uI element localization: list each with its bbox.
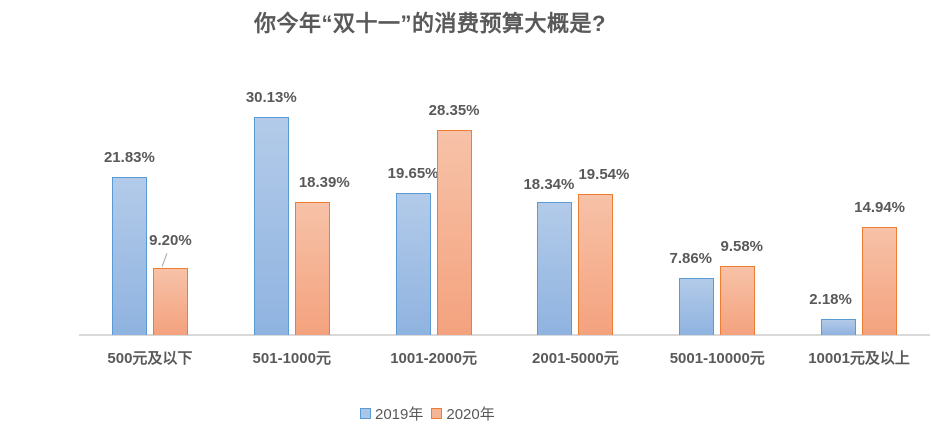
data-label: 21.83% bbox=[103, 148, 155, 166]
data-label: 28.35% bbox=[428, 101, 480, 119]
data-label: 14.94% bbox=[854, 198, 906, 216]
legend-label-2019: 2019年 bbox=[375, 406, 424, 423]
data-label: 19.54% bbox=[578, 165, 630, 183]
x-axis-line bbox=[79, 334, 930, 336]
label-leader-line bbox=[162, 253, 168, 268]
bar-2020-5[interactable] bbox=[862, 226, 898, 335]
bar-2019-0[interactable] bbox=[111, 176, 147, 335]
data-label: 30.13% bbox=[245, 88, 297, 106]
bar-2020-3[interactable] bbox=[578, 193, 614, 335]
bar-2020-4[interactable] bbox=[720, 265, 756, 335]
legend-item-2020[interactable]: 2020年 bbox=[431, 403, 495, 424]
bar-2019-3[interactable] bbox=[537, 202, 573, 335]
bar-2019-4[interactable] bbox=[679, 278, 715, 335]
data-label: 2.18% bbox=[809, 291, 852, 309]
bar-2020-2[interactable] bbox=[436, 129, 472, 335]
bar-2019-5[interactable] bbox=[821, 319, 857, 335]
legend-label-2020: 2020年 bbox=[446, 406, 495, 423]
legend-swatch-2019-icon bbox=[360, 408, 371, 419]
data-label: 7.86% bbox=[669, 250, 713, 268]
legend-swatch-2020-icon bbox=[431, 408, 443, 419]
x-axis-tick-label: 10001元及以上 bbox=[808, 350, 910, 367]
bar-2020-1[interactable] bbox=[294, 201, 330, 335]
chart-title: 你今年“双十一”的消费预算大概是? bbox=[254, 11, 606, 36]
data-label: 18.34% bbox=[523, 176, 575, 194]
data-label: 9.20% bbox=[149, 232, 192, 250]
data-label: 9.58% bbox=[720, 237, 764, 255]
legend-item-2019[interactable]: 2019年 bbox=[360, 403, 423, 424]
data-label: 19.65% bbox=[387, 164, 439, 182]
x-axis-tick-label: 2001-5000元 bbox=[532, 350, 619, 367]
x-axis-tick-label: 5001-10000元 bbox=[669, 350, 765, 367]
legend: 2019年 2020年 bbox=[360, 403, 503, 424]
bar-2020-0[interactable] bbox=[152, 268, 188, 335]
bar-2019-1[interactable] bbox=[253, 116, 289, 335]
bar-2019-2[interactable] bbox=[395, 192, 431, 335]
data-label: 18.39% bbox=[298, 173, 350, 191]
x-axis-tick-label: 1001-2000元 bbox=[390, 350, 477, 367]
x-axis-tick-label: 500元及以下 bbox=[107, 350, 193, 367]
x-axis-tick-label: 501-1000元 bbox=[252, 350, 331, 367]
